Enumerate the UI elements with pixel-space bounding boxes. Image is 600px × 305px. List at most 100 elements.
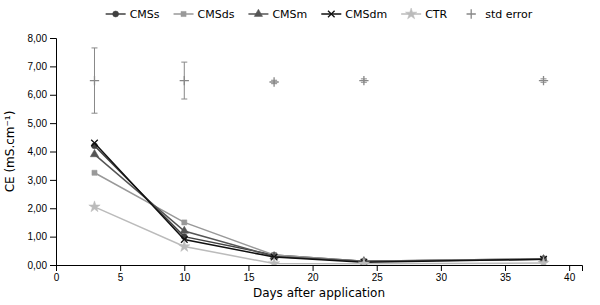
tick: 3,00 xyxy=(28,175,56,186)
tick: 0 xyxy=(54,265,60,283)
tick-mark xyxy=(50,152,56,153)
marker xyxy=(89,201,100,212)
tick-label: 5,00 xyxy=(28,118,48,129)
legend-item: CMSdm xyxy=(321,8,387,21)
tick: 8,00 xyxy=(28,33,56,44)
marker xyxy=(358,258,369,265)
legend-item: std error xyxy=(467,8,533,21)
tick-label: 2,00 xyxy=(28,203,48,214)
legend-item: CTR xyxy=(401,8,447,21)
legend-label: CMSds xyxy=(198,8,235,21)
marker xyxy=(539,76,548,85)
tick-mark xyxy=(569,265,570,271)
legend-marker xyxy=(328,11,335,18)
tick-label: 30 xyxy=(436,272,448,283)
tick-label: 20 xyxy=(308,272,320,283)
legend-marker xyxy=(405,8,416,19)
tick: 2,00 xyxy=(28,203,56,214)
legend-label: CTR xyxy=(425,8,447,21)
tick-label: 10 xyxy=(179,272,191,283)
tick-label: 35 xyxy=(500,272,512,283)
legend-marker xyxy=(254,9,262,16)
legend-marker xyxy=(467,9,476,18)
tick-label: 5 xyxy=(118,272,124,283)
chart: 0 5 10 15 20 25 30 35 40 0,00 1,00 2,00 3,00 4,00 5,00… xyxy=(0,0,600,305)
line xyxy=(94,207,543,264)
marker xyxy=(90,150,98,157)
marker xyxy=(180,226,188,233)
tick-label: 4,00 xyxy=(28,146,48,157)
tick: 10 xyxy=(179,265,191,283)
tick-mark xyxy=(313,265,314,271)
tick: 1,00 xyxy=(28,231,56,242)
y-axis: 0,00 1,00 2,00 3,00 4,00 5,00 6,00 7,00 8,00 xyxy=(28,33,57,271)
legend-label: CMSdm xyxy=(345,8,387,21)
x-axis-title: Days after application xyxy=(253,286,385,300)
series xyxy=(92,143,547,264)
series xyxy=(89,201,549,265)
tick-mark xyxy=(50,265,56,266)
tick-mark xyxy=(50,208,56,209)
legend-label: CMSs xyxy=(130,8,160,21)
tick: 25 xyxy=(372,265,384,283)
tick: 4,00 xyxy=(28,146,56,157)
tick-mark xyxy=(50,123,56,124)
tick-label: 7,00 xyxy=(28,61,48,72)
legend-item: CMSm xyxy=(248,8,307,21)
marker xyxy=(179,241,190,252)
marker xyxy=(268,258,279,265)
marker xyxy=(182,220,187,225)
y-axis-title: CE (mS.cm⁻¹) xyxy=(3,111,17,193)
tick-label: 6,00 xyxy=(28,89,48,100)
plot-area xyxy=(89,48,549,265)
tick-label: 0 xyxy=(54,272,60,283)
series xyxy=(90,48,548,113)
tick-mark xyxy=(377,265,378,271)
tick: 5,00 xyxy=(28,118,56,129)
tick-mark xyxy=(184,265,185,271)
marker xyxy=(538,257,549,265)
line xyxy=(94,143,543,262)
tick-mark xyxy=(50,180,56,181)
tick: 6,00 xyxy=(28,89,56,100)
series xyxy=(92,170,546,264)
tick-label: 1,00 xyxy=(28,231,48,242)
marker xyxy=(91,140,98,147)
legend-marker xyxy=(113,11,119,17)
marker xyxy=(269,77,278,86)
tick: 35 xyxy=(500,265,512,283)
tick-label: 0,00 xyxy=(28,260,48,271)
line xyxy=(94,173,543,262)
tick: 30 xyxy=(436,265,448,283)
series xyxy=(91,140,547,265)
marker xyxy=(90,76,99,85)
tick-mark xyxy=(120,265,121,271)
legend-item: CMSds xyxy=(174,8,235,21)
line xyxy=(94,154,543,261)
axis-line xyxy=(57,266,583,272)
series xyxy=(90,150,547,264)
axis-line xyxy=(50,39,57,266)
tick-mark xyxy=(50,95,56,96)
marker xyxy=(92,170,97,175)
line xyxy=(94,146,543,261)
tick-label: 25 xyxy=(372,272,384,283)
legend-label: std error xyxy=(485,8,533,21)
legend-item: CMSs xyxy=(106,8,160,21)
tick: 40 xyxy=(564,265,576,283)
marker xyxy=(359,76,368,85)
tick-label: 40 xyxy=(564,272,576,283)
x-axis: 0 5 10 15 20 25 30 35 40 xyxy=(54,265,583,283)
tick-mark xyxy=(505,265,506,271)
legend: CMSs CMSds CMSm CMSdm CTR std error xyxy=(106,8,533,21)
tick-label: 3,00 xyxy=(28,175,48,186)
tick-mark xyxy=(441,265,442,271)
legend-marker xyxy=(181,11,186,16)
tick-mark xyxy=(248,265,249,271)
tick: 0,00 xyxy=(28,260,56,271)
legend-label: CMSm xyxy=(272,8,307,21)
marker xyxy=(180,76,189,85)
tick-label: 8,00 xyxy=(28,33,48,44)
tick: 20 xyxy=(308,265,320,283)
tick-label: 15 xyxy=(243,272,255,283)
